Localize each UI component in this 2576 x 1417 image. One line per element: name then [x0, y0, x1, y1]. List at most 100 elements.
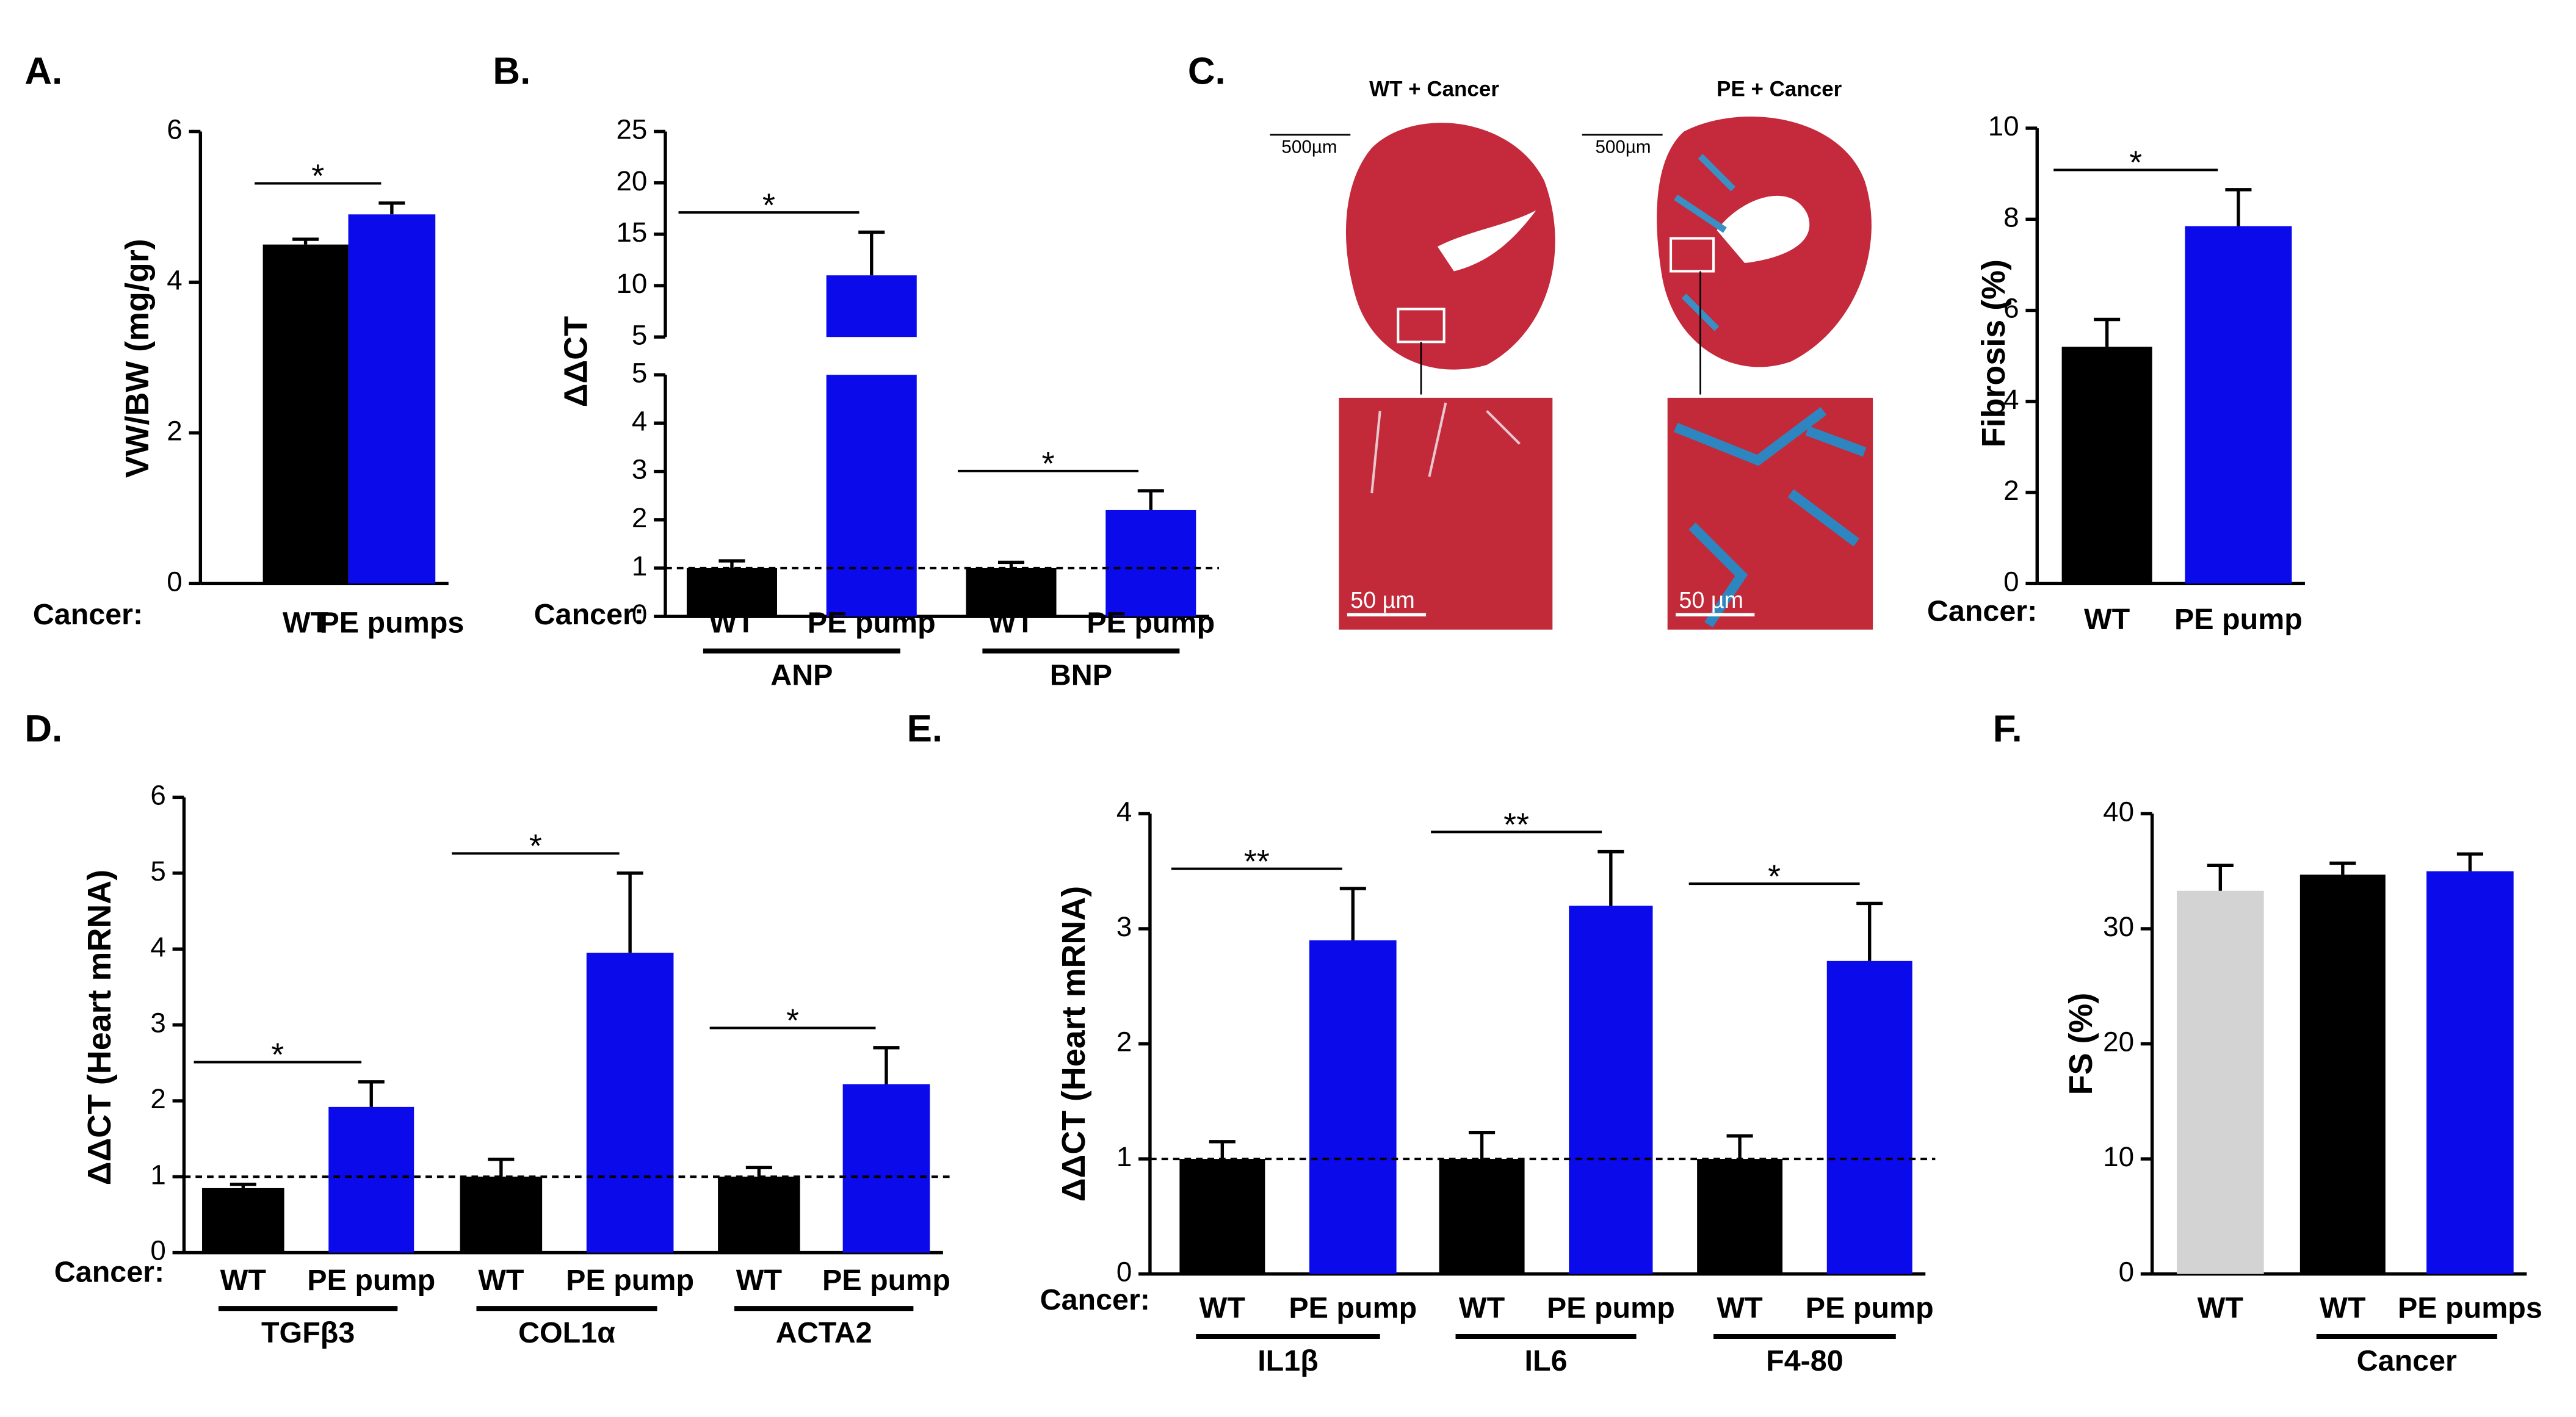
- panel-label: D.: [24, 708, 62, 750]
- y-tick-label: 6: [167, 114, 182, 145]
- y-tick-label: 2: [1116, 1026, 1132, 1058]
- row-label: Cancer:: [33, 598, 143, 631]
- y-tick-label: 3: [1116, 911, 1132, 942]
- significance-label: **: [1503, 806, 1529, 843]
- bar: [966, 568, 1057, 617]
- significance-label: *: [1768, 858, 1781, 895]
- y-tick-label: 0: [150, 1235, 165, 1266]
- y-tick-label: 4: [1116, 796, 1132, 827]
- bar: [842, 1084, 930, 1253]
- micrographs: WT + Cancer PE + Cancer 500µm 500µm 50 µ…: [1270, 77, 1873, 630]
- tissue-texture: [1370, 402, 1521, 494]
- group-label: IL6: [1525, 1344, 1568, 1377]
- x-tick-label: WT: [2320, 1292, 2366, 1325]
- y-tick-label: 40: [2103, 796, 2134, 827]
- bar: [1826, 961, 1912, 1274]
- error-bar: [1597, 849, 1624, 906]
- y-tick-label: 30: [2103, 911, 2134, 942]
- x-tick-label: WT: [988, 606, 1035, 639]
- micrograph-title: WT + Cancer: [1369, 77, 1499, 101]
- panel-label: C.: [1188, 51, 1226, 93]
- significance-label: *: [529, 828, 542, 865]
- bar: [826, 275, 917, 337]
- error-bar: [1339, 887, 1366, 940]
- y-axis-label: ΔΔCT (Heart mRNA): [1055, 886, 1092, 1202]
- error-bar: [1469, 1131, 1496, 1159]
- lumen: [1437, 210, 1536, 272]
- error-bar: [2225, 188, 2252, 226]
- error-bar: [488, 1157, 515, 1177]
- y-tick-label: 25: [616, 114, 647, 145]
- y-tick-label: 0: [167, 566, 182, 597]
- chart: B. ΔΔCT 0 1 2 3 4 5 5 10 15 20 25 WT PE pump WT PE pump C…: [493, 51, 1219, 692]
- group-label: IL1β: [1257, 1344, 1319, 1377]
- bar: [348, 214, 436, 584]
- scale-label: 50 µm: [1679, 587, 1743, 613]
- y-tick-label: 6: [150, 780, 165, 811]
- lumen: [1717, 195, 1810, 263]
- y-tick-label: 2: [2003, 475, 2019, 506]
- significance-label: *: [271, 1037, 284, 1073]
- y-tick-label: 4: [167, 265, 182, 296]
- bar: [1439, 1159, 1525, 1274]
- error-bar: [2456, 852, 2483, 871]
- error-bar: [1137, 489, 1164, 510]
- y-tick-label: 5: [632, 357, 647, 388]
- x-tick-label: WT: [1717, 1292, 1763, 1325]
- error-bar: [378, 201, 405, 215]
- bar: [460, 1177, 543, 1253]
- y-tick-label: 4: [150, 931, 165, 962]
- y-tick-label: 15: [616, 217, 647, 248]
- chart: C. Fibrosis (%) 0 2 4 6 8 10 WT PE pump Cancer: *: [1188, 51, 2305, 636]
- error-bar: [745, 1166, 772, 1177]
- group-label: ANP: [770, 659, 833, 692]
- x-tick-label: WT: [736, 1264, 783, 1297]
- x-tick-label: PE pump: [822, 1264, 950, 1297]
- significance-label: *: [2129, 145, 2142, 181]
- x-tick-label: PE pump: [1087, 606, 1215, 639]
- y-axis-label: Fibrosis (%): [1975, 259, 2012, 447]
- x-tick-label: WT: [283, 606, 329, 639]
- bar: [1569, 906, 1653, 1274]
- bar: [262, 244, 349, 584]
- significance-label: **: [1244, 843, 1270, 880]
- error-bar: [718, 559, 745, 568]
- y-tick-label: 0: [1116, 1257, 1132, 1288]
- y-tick-label: 20: [2103, 1026, 2134, 1058]
- y-tick-label: 5: [632, 319, 647, 350]
- error-bar: [292, 237, 319, 245]
- error-bar: [230, 1183, 256, 1188]
- row-label: Cancer:: [54, 1255, 164, 1288]
- error-bar: [858, 230, 885, 276]
- panel-label: A.: [24, 51, 62, 93]
- x-tick-label: WT: [478, 1264, 524, 1297]
- bar: [2061, 347, 2152, 584]
- significance-label: *: [786, 1003, 799, 1039]
- bar: [202, 1188, 284, 1253]
- y-axis-label: VW/BW (mg/gr): [119, 239, 156, 478]
- zoom-image: [1339, 397, 1553, 630]
- chart: E. ΔΔCT (Heart mRNA) 0 1 2 3 4 WT PE pump WT PE pu…: [907, 708, 1936, 1377]
- error-bar: [2329, 861, 2356, 875]
- panel-label: E.: [907, 708, 942, 750]
- x-tick-label: WT: [1459, 1292, 1505, 1325]
- bar: [1105, 510, 1196, 617]
- y-tick-label: 2: [167, 415, 182, 446]
- x-tick-label: PE pump: [1547, 1292, 1675, 1325]
- x-tick-label: WT: [220, 1264, 267, 1297]
- y-tick-label: 1: [632, 550, 647, 582]
- y-tick-label: 2: [632, 502, 647, 533]
- scale-label: 500µm: [1281, 137, 1337, 157]
- panel-label: B.: [493, 51, 530, 93]
- y-axis-label: ΔΔCT: [558, 316, 595, 407]
- x-tick-label: PE pump: [2174, 603, 2303, 636]
- x-tick-label: WT: [709, 606, 755, 639]
- error-bar: [2094, 317, 2121, 347]
- significance-label: *: [1042, 445, 1055, 482]
- y-tick-label: 8: [2003, 201, 2019, 233]
- bar: [718, 1177, 800, 1253]
- bar: [686, 568, 777, 617]
- x-tick-label: PE pump: [1806, 1292, 1934, 1325]
